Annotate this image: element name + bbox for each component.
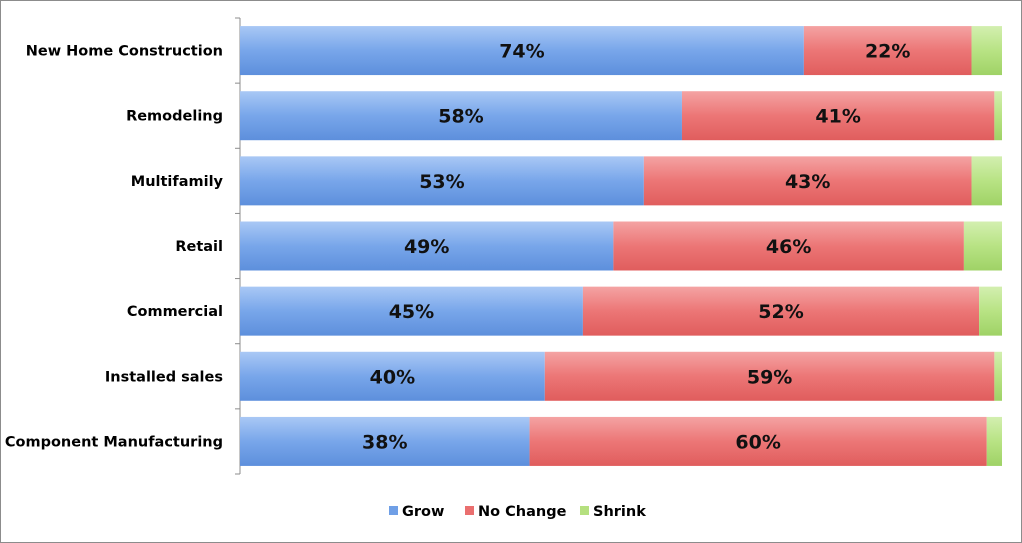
category-label: Commercial <box>127 304 223 320</box>
bar-grow <box>240 156 644 206</box>
legend-label-grow: Grow <box>402 504 444 520</box>
data-label-grow: 49% <box>404 236 449 258</box>
bar-grow <box>240 286 583 336</box>
category-label: Multifamily <box>131 174 224 190</box>
data-label-no-change: 22% <box>865 41 910 63</box>
category-label: Component Manufacturing <box>5 434 223 450</box>
data-label-no-change: 52% <box>758 301 803 323</box>
data-label-no-change: 41% <box>815 106 860 128</box>
bar-grow <box>240 351 545 401</box>
bars-layer <box>240 26 1002 466</box>
data-label-grow: 58% <box>438 106 483 128</box>
bar-grow <box>240 91 682 141</box>
legend-swatch-no-change <box>465 506 474 515</box>
bar-grow <box>240 221 614 271</box>
data-label-grow: 45% <box>389 301 434 323</box>
bar-no-change <box>613 221 964 271</box>
legend-swatch-grow <box>389 506 398 515</box>
bar-shrink <box>971 156 1002 206</box>
data-label-no-change: 43% <box>785 171 830 193</box>
bar-shrink <box>979 286 1002 336</box>
data-label-no-change: 60% <box>735 431 780 453</box>
data-label-grow: 74% <box>499 41 544 63</box>
axis-layer <box>235 17 241 475</box>
legend-label-shrink: Shrink <box>593 504 646 520</box>
data-label-no-change: 59% <box>747 366 792 388</box>
bar-no-change <box>803 26 972 76</box>
category-label: Remodeling <box>126 109 223 125</box>
category-label: Installed sales <box>105 369 223 385</box>
data-label-grow: 53% <box>419 171 464 193</box>
data-label-no-change: 46% <box>766 236 811 258</box>
bar-no-change <box>544 351 995 401</box>
bar-grow <box>240 416 530 466</box>
bar-no-change <box>529 416 987 466</box>
category-label: New Home Construction <box>26 44 223 60</box>
legend-swatch-shrink <box>580 506 589 515</box>
bar-grow <box>240 26 804 76</box>
data-label-grow: 38% <box>362 431 407 453</box>
bar-shrink <box>986 416 1002 466</box>
bar-no-change <box>681 91 995 141</box>
labels-layer: New Home Construction 74% 22% Remodeling 58%… <box>5 41 911 454</box>
bar-no-change <box>643 156 972 206</box>
legend-label-no-change: No Change <box>478 504 567 520</box>
bar-no-change <box>582 286 980 336</box>
data-label-grow: 40% <box>370 366 415 388</box>
legend: Grow No Change Shrink <box>389 504 646 520</box>
bar-shrink <box>994 91 1002 141</box>
bar-shrink <box>994 351 1002 401</box>
category-label: Retail <box>175 239 223 255</box>
bar-shrink <box>971 26 1002 76</box>
bar-shrink <box>963 221 1002 271</box>
